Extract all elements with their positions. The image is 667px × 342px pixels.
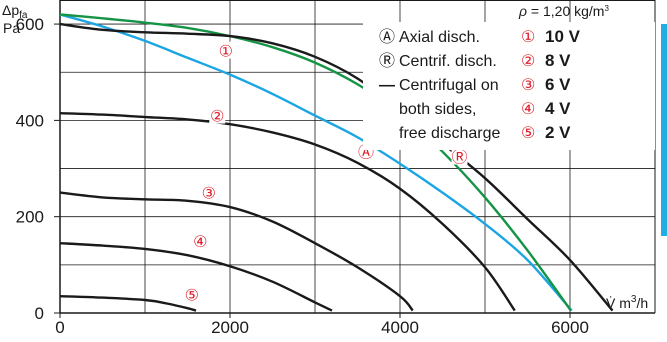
y-tick-label: 600 (16, 15, 44, 34)
axes: Δpfa Pa V̇ m3/h ρ = 1,20 kg/m3 0 2000 4000… (2, 2, 648, 337)
annotation-bg (200, 183, 217, 201)
series-line-3 (59, 191, 414, 312)
legend-box (363, 22, 655, 150)
legend-glyph: Ⓡ (379, 52, 395, 70)
voltage-marker: ② (521, 53, 535, 70)
annotation-bg (209, 106, 226, 124)
annotation-bg (217, 41, 234, 59)
legend: Ⓐ Axial disch.Ⓡ Centrif. disch.— Centrifuga… (363, 22, 655, 150)
curve-annotation: ① (219, 44, 233, 61)
x-tick-label: 2000 (211, 318, 249, 337)
x-tick-label: 4000 (381, 318, 419, 337)
voltage-marker: ③ (521, 77, 535, 94)
legend-label: Centrif. disch. (399, 53, 497, 70)
curves (59, 13, 614, 312)
legend-label: Centrifugal on (399, 77, 499, 94)
annotation-bg (451, 147, 468, 165)
series-line-5 (59, 294, 197, 312)
voltage-marker: ⑤ (521, 125, 535, 142)
series-line-centrif-disch- (59, 13, 572, 312)
voltage-marker: ④ (521, 101, 535, 118)
legend-glyph: — (379, 77, 395, 94)
series-line-1 (59, 22, 614, 312)
side-accent-bar (661, 24, 667, 236)
y-axis-unit: Pa (3, 20, 20, 36)
y-tick-label: 400 (16, 111, 44, 130)
series-line-axial-disch- (59, 13, 573, 312)
curve-annotation: ② (210, 109, 224, 126)
voltage-label: 8 V (545, 51, 571, 70)
series-line-4 (59, 241, 333, 312)
legend-label: both sides, (399, 101, 476, 118)
curve-annotation: Ⓡ (451, 149, 467, 167)
y-tick-label: 200 (16, 208, 44, 227)
curve-annotation: ④ (193, 234, 207, 251)
y-axis-label: Δpfa (2, 2, 28, 21)
series-line-2 (59, 111, 516, 312)
air-density-note: ρ = 1,20 kg/m3 (518, 3, 609, 19)
curve-annotation: ⑤ (185, 288, 199, 305)
x-tick-label: 6000 (551, 318, 589, 337)
legend-glyph: Ⓐ (379, 28, 395, 46)
voltage-marker: ① (521, 29, 535, 46)
annotation-bg (183, 285, 200, 303)
x-tick-label: 0 (55, 318, 64, 337)
legend-label: free discharge (399, 125, 500, 142)
voltage-label: 2 V (545, 123, 571, 142)
voltage-label: 6 V (545, 75, 571, 94)
annotation-bg (192, 231, 209, 249)
y-tick-label: 0 (35, 304, 44, 323)
curve-annotation: ③ (202, 186, 216, 203)
voltage-label: 4 V (545, 99, 571, 118)
x-axis-label: V̇ m3/h (606, 294, 648, 311)
legend-label: Axial disch. (399, 29, 480, 46)
voltage-label: 10 V (545, 27, 581, 46)
